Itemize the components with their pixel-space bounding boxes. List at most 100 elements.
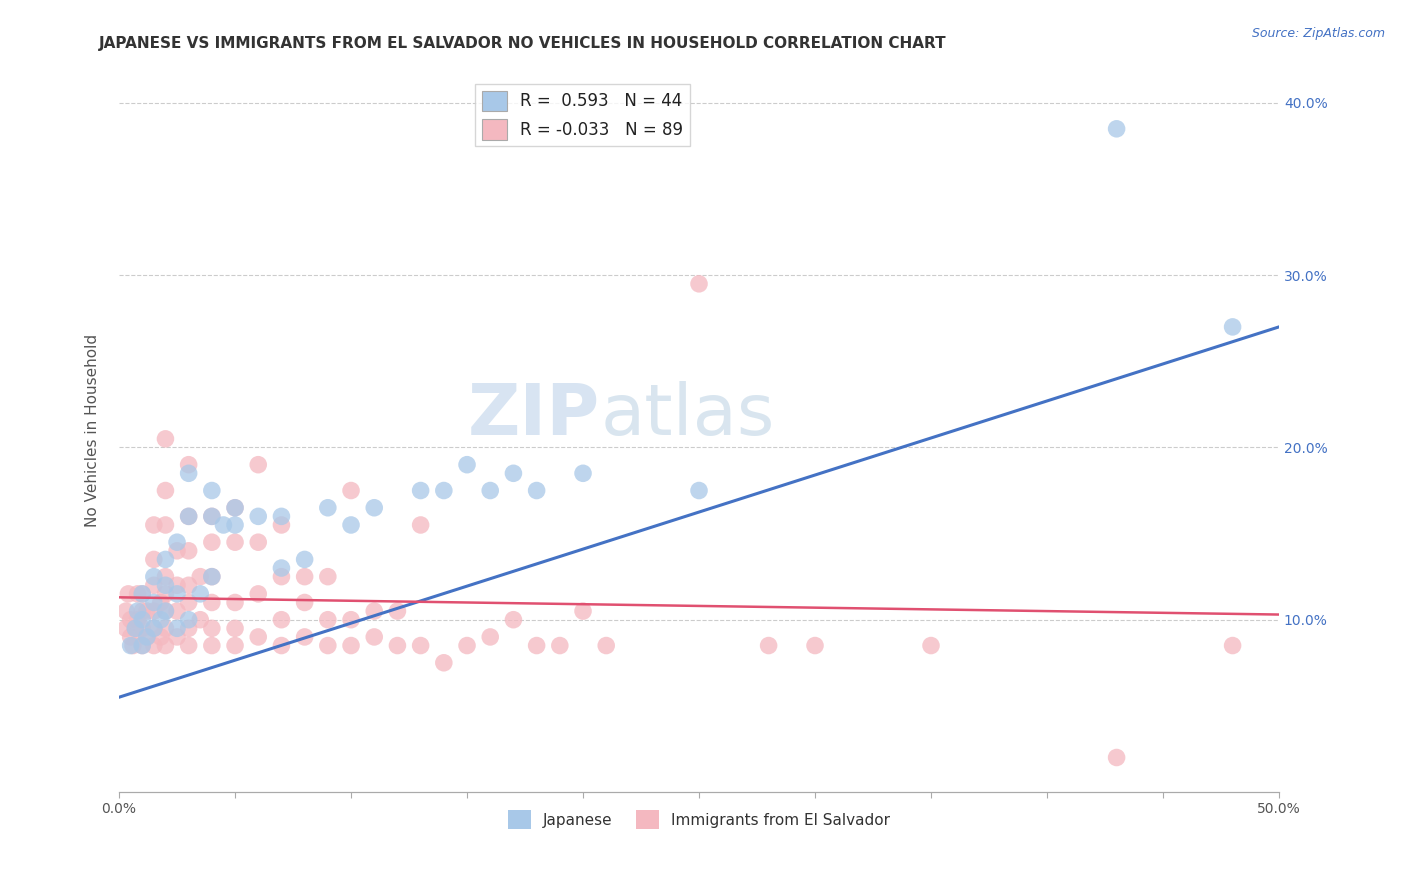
Point xyxy=(155,552,177,566)
Point xyxy=(155,578,177,592)
Point xyxy=(142,621,165,635)
Point xyxy=(124,621,146,635)
Point xyxy=(224,621,246,635)
Point xyxy=(149,595,172,609)
Point xyxy=(688,483,710,498)
Point xyxy=(247,535,270,549)
Point xyxy=(131,587,153,601)
Point xyxy=(155,604,177,618)
Text: atlas: atlas xyxy=(600,381,775,450)
Point xyxy=(155,639,177,653)
Point xyxy=(142,604,165,618)
Point xyxy=(155,587,177,601)
Point xyxy=(188,569,211,583)
Point xyxy=(1105,750,1128,764)
Point xyxy=(920,639,942,653)
Legend: Japanese, Immigrants from El Salvador: Japanese, Immigrants from El Salvador xyxy=(502,804,896,835)
Point xyxy=(224,500,246,515)
Point xyxy=(127,587,149,601)
Point xyxy=(166,621,188,635)
Point xyxy=(131,604,153,618)
Point xyxy=(142,552,165,566)
Point xyxy=(155,569,177,583)
Point xyxy=(270,639,292,653)
Point xyxy=(688,277,710,291)
Text: ZIP: ZIP xyxy=(468,381,600,450)
Point xyxy=(433,656,456,670)
Point xyxy=(177,467,200,481)
Point xyxy=(131,587,153,601)
Point xyxy=(270,613,292,627)
Point xyxy=(127,613,149,627)
Point xyxy=(177,509,200,524)
Point xyxy=(166,535,188,549)
Point xyxy=(409,518,432,533)
Point xyxy=(387,639,409,653)
Point xyxy=(124,621,146,635)
Point xyxy=(149,630,172,644)
Point xyxy=(270,518,292,533)
Point xyxy=(387,604,409,618)
Point xyxy=(177,578,200,592)
Point xyxy=(316,500,339,515)
Point xyxy=(340,639,363,653)
Point xyxy=(131,621,153,635)
Point xyxy=(120,630,142,644)
Point xyxy=(526,483,548,498)
Point xyxy=(166,630,188,644)
Point xyxy=(595,639,617,653)
Point xyxy=(135,630,157,644)
Point xyxy=(177,458,200,472)
Point xyxy=(502,467,524,481)
Point xyxy=(433,483,456,498)
Point xyxy=(120,639,142,653)
Point xyxy=(1222,639,1244,653)
Point xyxy=(201,509,224,524)
Point xyxy=(247,630,270,644)
Point xyxy=(224,518,246,533)
Point xyxy=(155,432,177,446)
Point xyxy=(224,500,246,515)
Point xyxy=(456,639,478,653)
Point xyxy=(201,621,224,635)
Point xyxy=(166,604,188,618)
Point xyxy=(177,621,200,635)
Point xyxy=(270,569,292,583)
Point xyxy=(294,595,316,609)
Point xyxy=(188,587,211,601)
Point xyxy=(804,639,827,653)
Point xyxy=(294,630,316,644)
Point xyxy=(166,544,188,558)
Point xyxy=(502,613,524,627)
Point xyxy=(340,483,363,498)
Point xyxy=(155,604,177,618)
Text: Source: ZipAtlas.com: Source: ZipAtlas.com xyxy=(1251,27,1385,40)
Point xyxy=(142,595,165,609)
Point xyxy=(131,613,153,627)
Point xyxy=(177,595,200,609)
Point xyxy=(572,604,595,618)
Point xyxy=(1222,319,1244,334)
Point xyxy=(155,621,177,635)
Point xyxy=(363,604,385,618)
Point xyxy=(340,613,363,627)
Point xyxy=(548,639,571,653)
Point xyxy=(316,569,339,583)
Point xyxy=(201,569,224,583)
Point xyxy=(363,630,385,644)
Point xyxy=(409,639,432,653)
Point xyxy=(127,604,149,618)
Point xyxy=(201,569,224,583)
Point xyxy=(1105,121,1128,136)
Point xyxy=(316,613,339,627)
Point xyxy=(247,458,270,472)
Point xyxy=(270,561,292,575)
Point xyxy=(142,639,165,653)
Point xyxy=(142,578,165,592)
Point xyxy=(294,552,316,566)
Point xyxy=(131,639,153,653)
Point xyxy=(142,518,165,533)
Point xyxy=(177,544,200,558)
Point xyxy=(135,604,157,618)
Point xyxy=(247,509,270,524)
